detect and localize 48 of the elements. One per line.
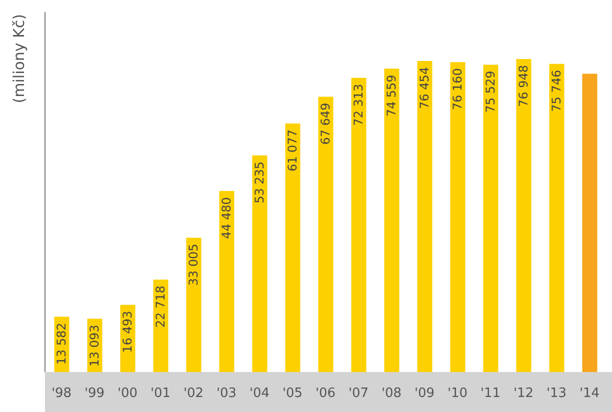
data-label: 16 493: [120, 310, 135, 353]
x-tick-label: '01: [150, 386, 171, 402]
data-label: 75 746: [550, 70, 564, 112]
x-tick-label: '12: [513, 386, 534, 402]
bar: [252, 155, 268, 372]
x-tick-label: '10: [447, 386, 468, 402]
data-label: 13 093: [88, 324, 102, 367]
x-tick-label: '09: [414, 386, 435, 402]
bar: [318, 96, 334, 372]
data-label: 13 582: [54, 322, 69, 365]
x-tick-label: '11: [480, 386, 501, 402]
x-tick-label: '98: [51, 386, 72, 402]
bar: [516, 58, 532, 372]
bar: [285, 124, 300, 372]
bar: [186, 238, 202, 372]
data-label: 67 649: [318, 102, 333, 145]
x-tick-label: '06: [315, 386, 336, 402]
x-tick-label: '02: [183, 386, 204, 402]
x-tick-label: '04: [249, 386, 270, 402]
x-tick-label: '08: [381, 386, 402, 402]
y-axis-title: (miliony Kč): [10, 14, 28, 104]
data-label: 61 077: [286, 130, 300, 172]
bar: [450, 62, 466, 372]
data-label: 72 313: [352, 84, 366, 126]
bar: [417, 60, 432, 372]
x-tick-label: '05: [282, 386, 303, 402]
data-label: 33 005: [186, 244, 201, 286]
x-tick-label: '00: [117, 386, 138, 402]
x-tick-label: '07: [348, 386, 369, 402]
x-tick-label: '03: [216, 386, 237, 402]
data-label: 74 559: [384, 74, 399, 117]
data-label: 76 454: [418, 66, 432, 109]
data-label: 76 160: [450, 68, 465, 110]
bar: [483, 64, 498, 372]
x-tick-label: '13: [546, 386, 567, 402]
data-label: 75 529: [484, 70, 498, 113]
bar: [549, 64, 564, 372]
x-tick-label: '14: [579, 386, 600, 402]
data-label: 22 718: [154, 286, 168, 328]
bar: [153, 280, 168, 372]
bar: [351, 78, 366, 372]
x-tick-label: '99: [84, 386, 105, 402]
data-label: 76 948: [516, 64, 531, 107]
data-label: 53 235: [252, 161, 267, 204]
bar: [219, 191, 234, 372]
data-label: 44 480: [220, 197, 234, 240]
bar: [582, 74, 598, 372]
bar: [384, 68, 400, 372]
